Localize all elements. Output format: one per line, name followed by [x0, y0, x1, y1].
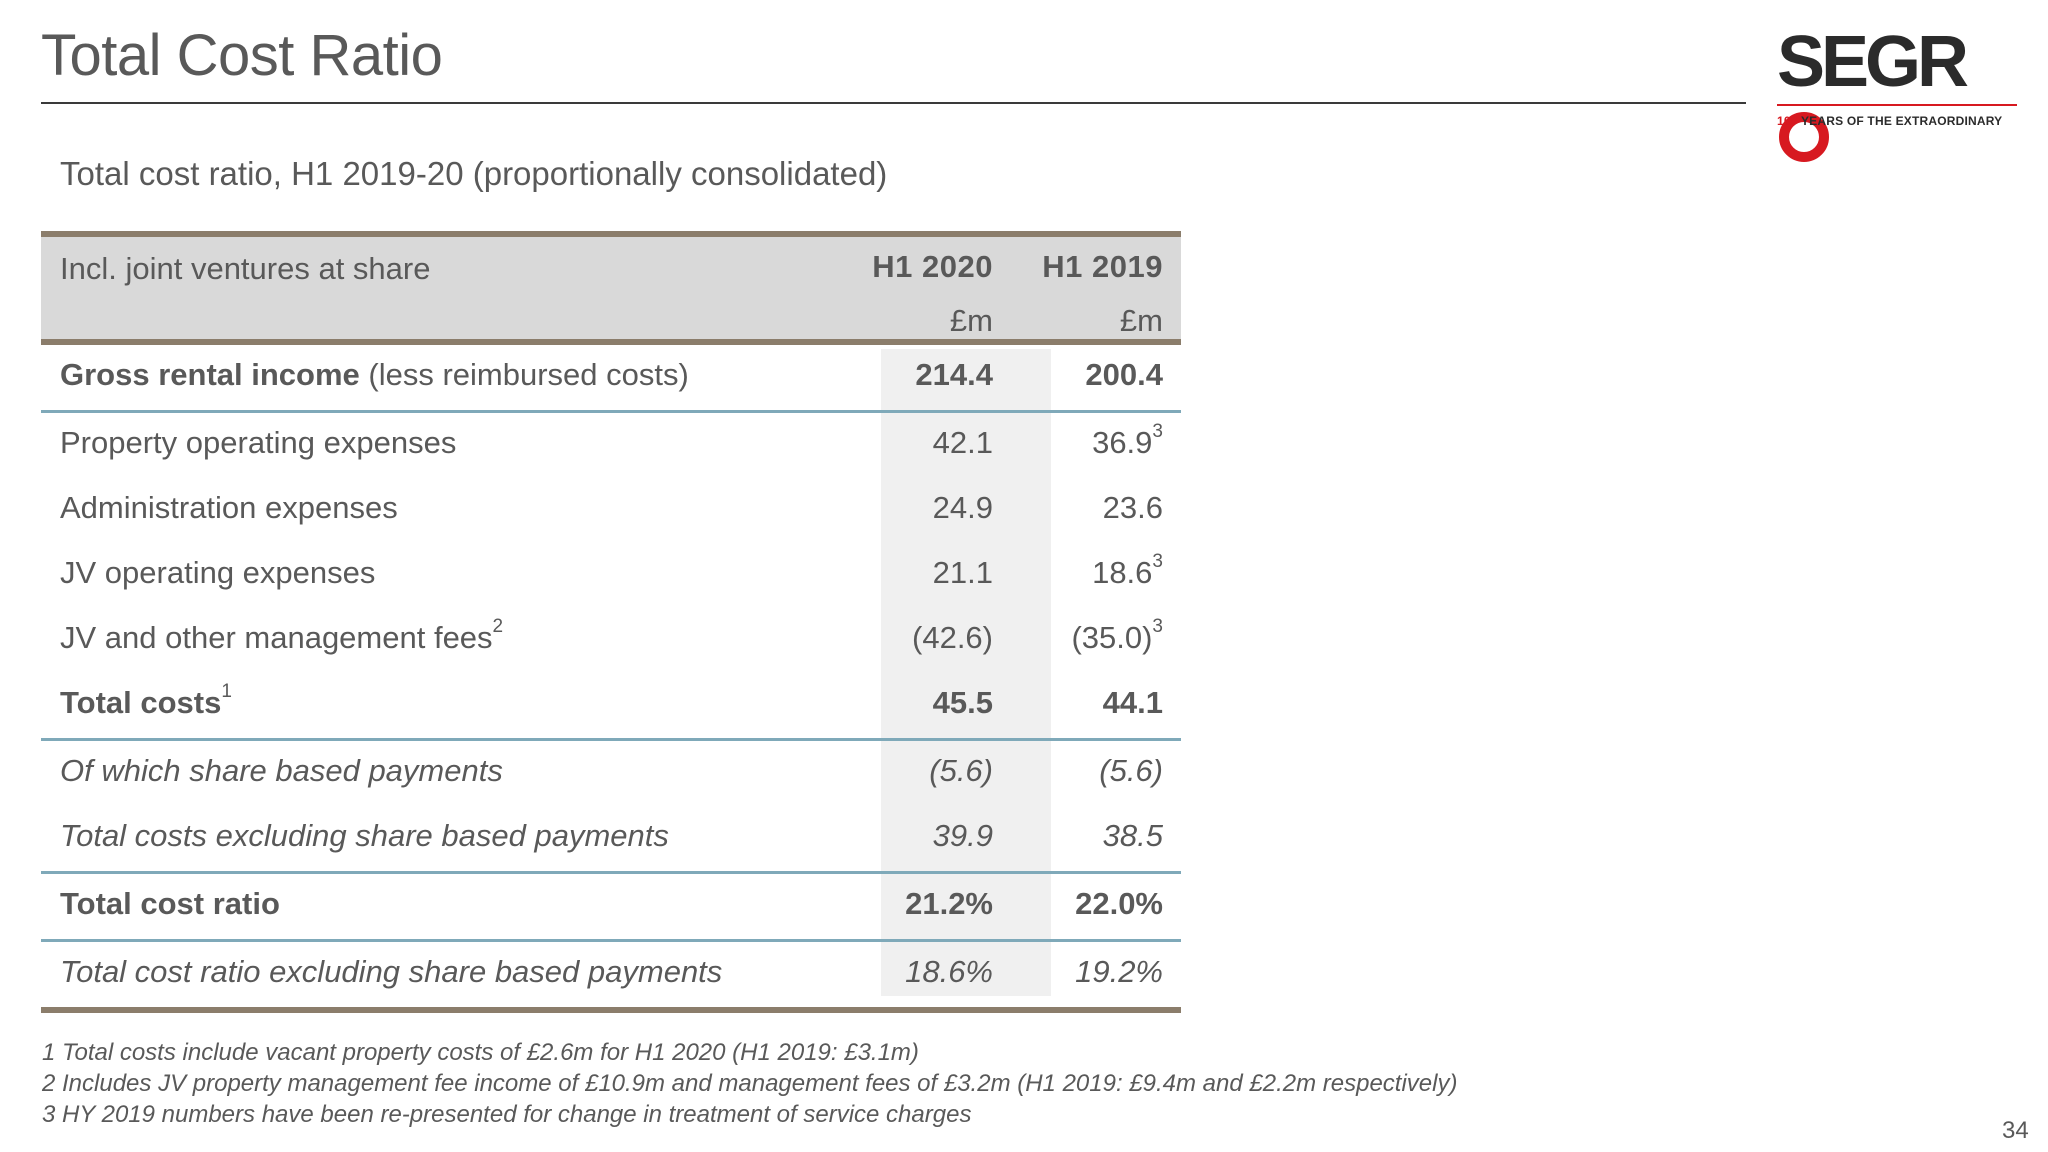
row-label: Property operating expenses: [60, 425, 457, 460]
table-subtitle: Total cost ratio, H1 2019-20 (proportion…: [60, 155, 888, 192]
footnote-ref: 1: [221, 681, 232, 702]
row-label: JV and other management fees2: [60, 616, 504, 655]
table-row: Total cost ratio 21.2% 22.0%: [41, 874, 1181, 939]
row-value-2020: 214.4: [915, 357, 993, 392]
title-divider: [41, 102, 1746, 104]
footnote-1: 1 Total costs include vacant property co…: [42, 1039, 919, 1066]
row-value-2020: (42.6): [912, 620, 993, 655]
row-value-2020: 45.5: [932, 685, 993, 720]
table-header: Incl. joint ventures at share H1 2020 H1…: [41, 231, 1181, 345]
row-value-2019: 36.93: [1092, 421, 1163, 460]
table-row: Administration expenses 24.9 23.6: [41, 478, 1181, 543]
table-row: JV and other management fees2 (42.6) (35…: [41, 608, 1181, 673]
footnotes: 1 Total costs include vacant property co…: [42, 1037, 1457, 1130]
h1-2020-column-band: [881, 349, 1051, 996]
table-row: Total costs excluding share based paymen…: [41, 806, 1181, 871]
row-value-2019: 23.6: [1102, 490, 1163, 525]
header-unit-2020: £m: [949, 303, 993, 338]
footnote-ref: 3: [1152, 421, 1163, 442]
row-divider: [41, 410, 1181, 413]
row-value-2019: (5.6): [1099, 753, 1163, 788]
row-value-2020: 21.2%: [905, 886, 993, 921]
row-value-2019: 18.63: [1092, 551, 1163, 590]
slide-title: Total Cost Ratio: [41, 23, 443, 88]
footnote-ref: 3: [1152, 551, 1163, 572]
row-value-2020: 24.9: [932, 490, 993, 525]
segro-logo: SEGR 100 YEARS OF THE EXTRAORDINARY: [1777, 26, 2017, 162]
page-number: 34: [2002, 1117, 2029, 1144]
table-row: Gross rental income (less reimbursed cos…: [41, 345, 1181, 410]
row-label-rest: (less reimbursed costs): [359, 357, 689, 392]
footnote-3: 3 HY 2019 numbers have been re-presented…: [42, 1101, 972, 1128]
cost-ratio-table: Incl. joint ventures at share H1 2020 H1…: [41, 231, 1181, 1013]
row-value-2019: 22.0%: [1075, 886, 1163, 921]
row-label: Total cost ratio: [60, 886, 280, 921]
footnote-ref: 3: [1152, 616, 1163, 637]
row-value-2020: 21.1: [932, 555, 993, 590]
footnote-2: 2 Includes JV property management fee in…: [42, 1070, 1458, 1097]
header-h1-2019: H1 2019: [1042, 249, 1163, 284]
row-value-2019: 200.4: [1085, 357, 1163, 392]
row-divider: [41, 939, 1181, 942]
row-divider: [41, 871, 1181, 874]
row-value-2020: (5.6): [929, 753, 993, 788]
row-value-2020: 39.9: [932, 818, 993, 853]
table-row: Total cost ratio excluding share based p…: [41, 942, 1181, 1007]
logo-o-ring-icon: [1779, 112, 1829, 162]
row-label: JV operating expenses: [60, 555, 376, 590]
row-value-2019: 44.1: [1102, 685, 1163, 720]
table-row: Total costs1 45.5 44.1: [41, 673, 1181, 738]
table-row: Property operating expenses 42.1 36.93: [41, 413, 1181, 478]
row-label: Total cost ratio excluding share based p…: [60, 954, 723, 989]
table-bottom-rule: [41, 1007, 1181, 1013]
row-label-bold: Gross rental income: [60, 357, 360, 392]
row-label: Administration expenses: [60, 490, 398, 525]
row-value-2020: 18.6%: [905, 954, 993, 989]
row-divider: [41, 738, 1181, 741]
logo-tagline: 100 YEARS OF THE EXTRAORDINARY: [1777, 114, 2003, 128]
row-value-2019: (35.0)3: [1071, 616, 1163, 655]
row-value-2019: 19.2%: [1075, 954, 1163, 989]
logo-underline: [1777, 104, 2017, 106]
header-unit-2019: £m: [1119, 303, 1163, 338]
header-h1-2020: H1 2020: [872, 249, 993, 284]
table-row: JV operating expenses 21.1 18.63: [41, 543, 1181, 608]
logo-wordmark: SEGR: [1777, 26, 2017, 170]
row-label: Total costs excluding share based paymen…: [60, 818, 669, 853]
footnote-ref: 2: [492, 616, 504, 637]
table-body: Gross rental income (less reimbursed cos…: [41, 345, 1181, 1013]
row-value-2020: 42.1: [932, 425, 993, 460]
row-label: Total costs1: [60, 681, 232, 720]
row-value-2019: 38.5: [1102, 818, 1163, 853]
table-row: Of which share based payments (5.6) (5.6…: [41, 741, 1181, 806]
header-label: Incl. joint ventures at share: [60, 251, 431, 286]
row-label: Of which share based payments: [60, 753, 503, 788]
